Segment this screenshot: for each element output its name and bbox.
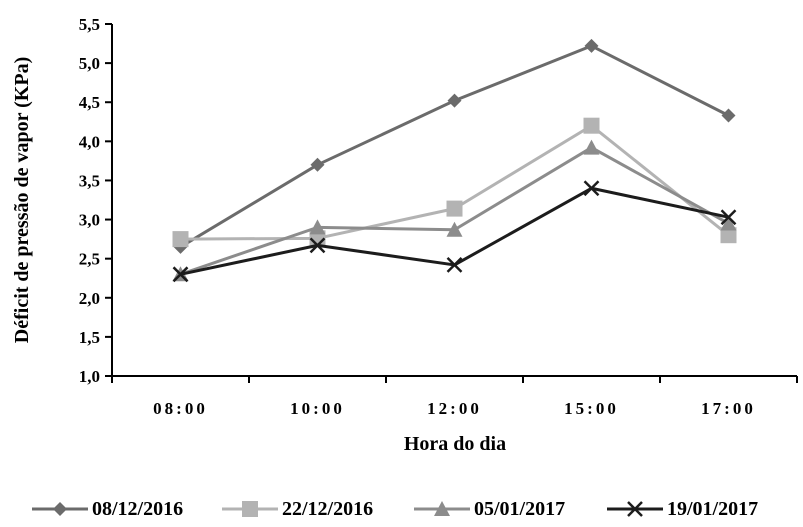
legend-item: 05/01/2017 — [414, 498, 565, 520]
y-tick-label: 1,5 — [79, 328, 100, 347]
x-tick-label: 15:00 — [564, 399, 619, 418]
series-layer — [172, 38, 737, 283]
data-point — [583, 139, 600, 155]
x-tick-label: 12:00 — [427, 399, 482, 418]
data-point — [446, 200, 463, 217]
data-point — [172, 231, 189, 248]
y-tick-label: 4,0 — [79, 132, 100, 151]
x-axis-title: Hora do dia — [404, 433, 506, 455]
x-tick-label: 17:00 — [701, 399, 756, 418]
legend-label: 05/01/2017 — [474, 498, 565, 520]
x-tick-label: 10:00 — [290, 399, 345, 418]
legend-item: 08/12/2016 — [32, 498, 183, 520]
data-point — [310, 157, 325, 172]
data-point — [583, 117, 600, 134]
legend-marker — [434, 501, 450, 516]
data-point — [720, 227, 737, 244]
y-tick-label: 3,0 — [79, 211, 100, 230]
data-point — [446, 257, 463, 273]
series-1 — [173, 38, 736, 254]
legend-item: 22/12/2016 — [222, 498, 373, 520]
data-point — [309, 237, 326, 254]
series-4 — [172, 180, 737, 283]
y-tick-label: 3,5 — [79, 171, 100, 190]
legend: 08/12/2016 22/12/2016 05/01/2017 19/01/2017 — [32, 498, 758, 520]
y-tick-label: 2,0 — [79, 289, 100, 308]
y-axis: 1,0 1,5 2,0 2,5 3,0 3,5 4,0 4,5 5,0 5,5 — [79, 15, 113, 386]
legend-marker — [53, 502, 67, 516]
legend-marker — [627, 501, 643, 517]
y-tick-label: 4,5 — [79, 93, 100, 112]
y-tick-label: 2,5 — [79, 250, 100, 269]
legend-label: 19/01/2017 — [667, 498, 758, 520]
x-tick-label: 08:00 — [153, 399, 208, 418]
data-point — [446, 221, 463, 237]
data-point — [720, 209, 737, 226]
legend-label: 22/12/2016 — [282, 498, 373, 520]
data-point — [309, 219, 326, 235]
y-tick-label: 5,0 — [79, 54, 100, 73]
data-point — [447, 93, 462, 108]
data-point — [720, 215, 737, 231]
data-point — [172, 266, 189, 283]
y-tick-label: 1,0 — [79, 367, 100, 386]
data-point — [721, 108, 736, 123]
data-point — [583, 180, 600, 197]
legend-item: 19/01/2017 — [607, 498, 758, 520]
y-tick-label: 5,5 — [79, 15, 100, 34]
x-axis: 08:00 10:00 12:00 15:00 17:00 — [111, 375, 798, 418]
legend-label: 08/12/2016 — [92, 498, 183, 520]
legend-marker — [242, 501, 258, 517]
data-point — [584, 38, 599, 53]
y-axis-title: Déficit de pressão de vapor (KPa) — [11, 57, 33, 343]
series-line — [179, 44, 730, 249]
